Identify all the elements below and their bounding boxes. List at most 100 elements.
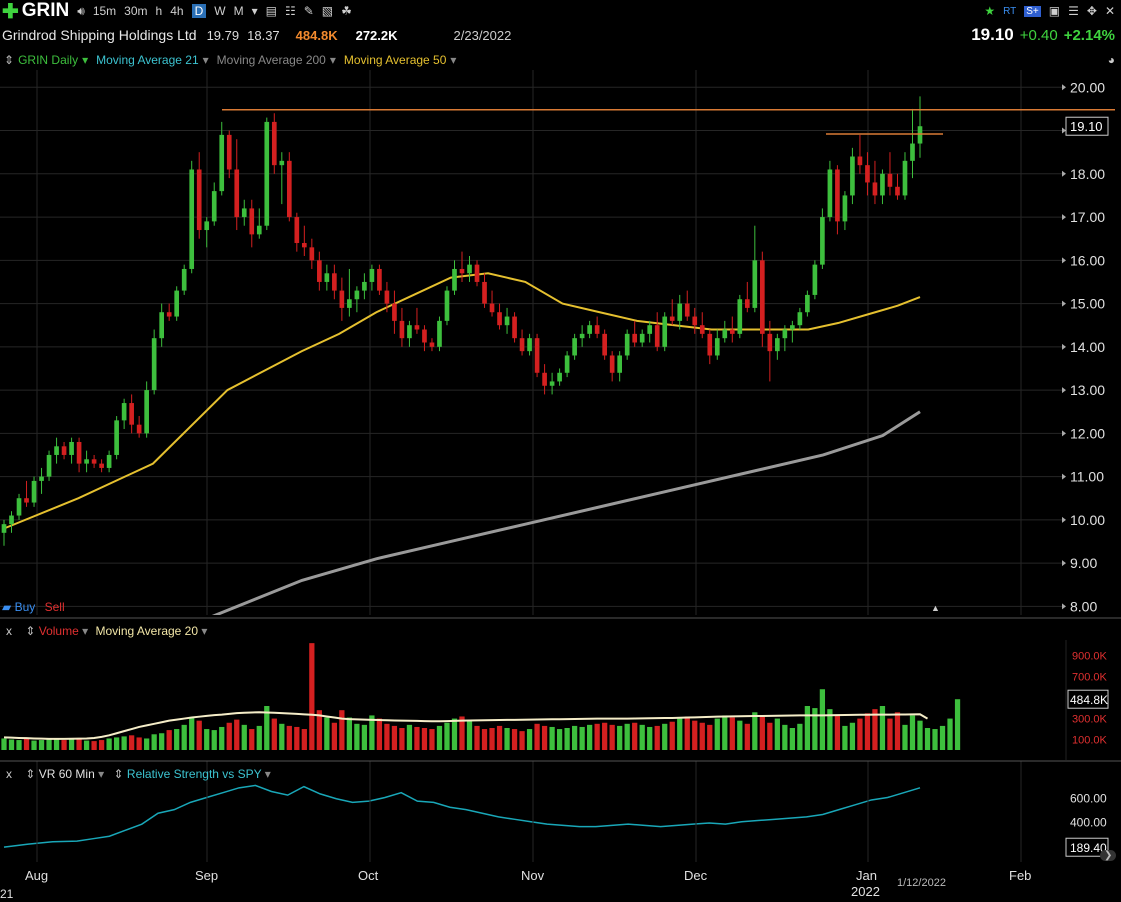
candle-body: [54, 446, 59, 455]
volume-bar: [789, 728, 795, 750]
time-axis: Aug Sep Oct Nov Dec Jan Feb 21 2022 1/12/2022: [0, 761, 1031, 901]
volume-bar: [316, 710, 322, 750]
close-rs-icon[interactable]: x: [6, 767, 12, 781]
chart-type-icon[interactable]: ▤: [265, 4, 277, 18]
share-icon[interactable]: ☘: [341, 4, 352, 18]
volume-label[interactable]: Volume: [38, 624, 79, 638]
rs-label[interactable]: Relative Strength vs SPY: [126, 767, 262, 781]
buy-icon[interactable]: ▰: [2, 600, 12, 614]
layers-icon[interactable]: ▧: [321, 4, 334, 18]
chevron-down-icon[interactable]: ▾: [201, 624, 208, 638]
volume-bar: [294, 726, 300, 750]
price-tick-label: 8.00: [1070, 598, 1097, 614]
chevron-down-icon[interactable]: ▾: [98, 767, 105, 781]
volume-bar: [459, 716, 465, 750]
save-icon[interactable]: ▣: [1048, 4, 1061, 18]
volume-bar: [707, 724, 713, 750]
palette-icon[interactable]: ◕: [1107, 53, 1115, 67]
last-price-badge: 19.10: [1070, 119, 1103, 134]
menu-icon[interactable]: ☰: [1068, 4, 1079, 18]
study-ma200[interactable]: Moving Average 200: [216, 53, 326, 67]
volume-bar: [797, 723, 803, 750]
volume-bar: [684, 716, 690, 750]
quote-high: 19.79: [206, 27, 240, 43]
candle-body: [294, 217, 300, 244]
indicators-icon[interactable]: ☷: [284, 4, 296, 18]
updown-icon[interactable]: ⇕: [4, 53, 15, 67]
volume-bar: [241, 724, 247, 750]
chevron-down-icon[interactable]: ▾: [202, 53, 209, 67]
study-ma21[interactable]: Moving Average 21: [96, 53, 199, 67]
star-icon[interactable]: ★: [984, 4, 996, 18]
sound-icon[interactable]: 🔊︎: [77, 3, 85, 18]
volume-bar: [744, 723, 750, 750]
sell-button[interactable]: Sell: [44, 600, 65, 614]
price-tick-label: 18.00: [1070, 166, 1105, 182]
candle-body: [812, 264, 818, 295]
price-tick-label: 11.00: [1070, 469, 1104, 485]
chevron-down-icon[interactable]: ▾: [82, 624, 89, 638]
volume-bar: [872, 709, 878, 750]
timeframe-15m[interactable]: 15m: [92, 4, 117, 18]
candle-body: [189, 169, 195, 269]
volume-bar: [549, 726, 555, 750]
quote-volume: 484.8K: [295, 27, 338, 43]
volume-bar: [924, 728, 931, 750]
scroll-up-icon[interactable]: ▲: [931, 603, 940, 613]
candle-body: [542, 372, 547, 386]
close-volume-icon[interactable]: x: [6, 624, 12, 638]
candle-body: [790, 325, 795, 330]
study-ma50[interactable]: Moving Average 50: [343, 53, 447, 67]
volume-bar: [541, 725, 548, 750]
grid-lines: [0, 70, 1065, 615]
move-icon[interactable]: ✥: [1086, 4, 1097, 18]
vr-label[interactable]: VR 60 Min: [38, 767, 95, 781]
volume-bar: [496, 725, 503, 750]
updown-icon[interactable]: ⇕: [25, 624, 36, 638]
symbol-input[interactable]: GRIN: [21, 0, 70, 21]
chevron-down-icon[interactable]: ▾: [82, 53, 89, 67]
timeframe-h[interactable]: h: [155, 4, 163, 18]
buy-button[interactable]: Buy: [14, 600, 36, 614]
close-icon[interactable]: ✕: [1104, 4, 1115, 18]
candle-body: [414, 325, 420, 330]
timeframe-w[interactable]: W: [214, 4, 226, 18]
candle-body: [136, 424, 142, 434]
volume-bar: [264, 706, 270, 750]
candle-body: [842, 195, 848, 222]
volume-ma-label[interactable]: Moving Average 20: [95, 624, 199, 638]
chevron-down-icon[interactable]: ▾: [450, 53, 457, 67]
add-symbol-icon[interactable]: ✚: [2, 0, 19, 23]
volume-bar: [932, 729, 938, 750]
updown-icon[interactable]: ⇕: [25, 767, 36, 781]
timeframe-m[interactable]: M: [233, 4, 244, 18]
price-axis: 8.00 9.00 10.00 11.00 12.00 13.00 14.00 15.00 16…: [1062, 79, 1109, 614]
timeframe-4h[interactable]: 4h: [170, 4, 184, 18]
candle-body: [647, 325, 653, 334]
volume-bar: [827, 709, 833, 750]
volume-bar: [534, 723, 540, 750]
volume-bar: [234, 719, 240, 750]
volume-bar: [451, 718, 458, 750]
volume-bar: [8, 739, 15, 750]
draw-pencil-icon[interactable]: ✎: [303, 4, 314, 18]
price-tick-mark: [1062, 127, 1066, 134]
rt-icon[interactable]: RT: [1003, 5, 1017, 17]
timeframe-30m[interactable]: 30m: [124, 4, 148, 18]
volume-bar: [391, 725, 398, 750]
scroll-right-icon[interactable]: ❯: [1100, 850, 1117, 861]
candle-body: [880, 173, 885, 196]
chevron-down-icon[interactable]: ▾: [264, 767, 271, 781]
timeframe-d[interactable]: D: [191, 4, 207, 18]
candle-body: [752, 260, 758, 308]
candle-body: [241, 208, 247, 218]
top-toolbar: ✚ GRIN 🔊︎ 15m 30m h 4h D W M ▾ ▤ ☷ ✎ ▧ ☘…: [0, 0, 1121, 23]
scan-icon[interactable]: S+: [1024, 5, 1041, 17]
study-main[interactable]: GRIN Daily: [18, 53, 79, 67]
volume-bar: [324, 717, 330, 750]
chevron-down-icon[interactable]: ▾: [329, 53, 336, 67]
updown-icon[interactable]: ⇕: [113, 767, 124, 781]
chevron-down-icon[interactable]: ▾: [251, 4, 258, 18]
volume-bar: [301, 729, 307, 750]
candle-body: [902, 160, 908, 196]
